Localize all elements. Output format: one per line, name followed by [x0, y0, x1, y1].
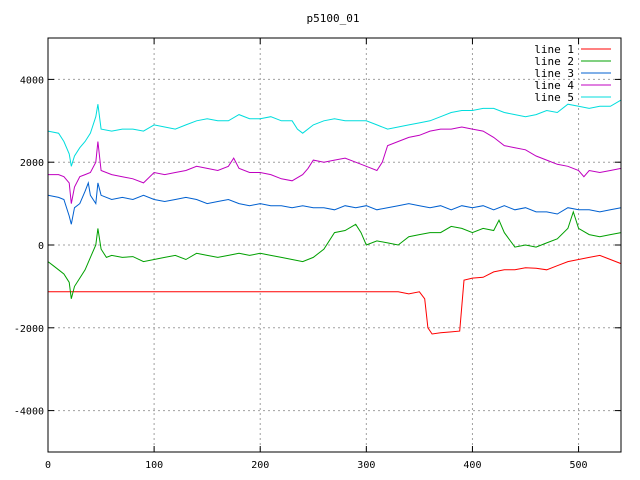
x-tick-label: 0 [45, 460, 51, 471]
axis-ticks: 0 100 200 300 400 500 -4000 -2000 0 2000 4000 [14, 38, 621, 471]
y-tick-label: 0 [38, 241, 44, 252]
series-line-2 [47, 210, 622, 299]
series-line-3 [47, 181, 622, 225]
grid-lines [48, 38, 621, 452]
x-tick-label: 300 [357, 460, 375, 471]
legend-label-2: line 2 [534, 55, 574, 68]
y-tick-label: -2000 [14, 324, 44, 335]
legend-label-5: line 5 [534, 91, 574, 104]
x-tick-label: 100 [145, 460, 163, 471]
y-tick-label: 4000 [20, 75, 44, 86]
series-line-1 [48, 254, 622, 335]
x-tick-label: 500 [570, 460, 588, 471]
y-tick-label: 2000 [20, 158, 44, 169]
legend-label-3: line 3 [534, 67, 574, 80]
plot-frame [47, 37, 622, 453]
x-tick-label: 200 [251, 460, 269, 471]
series-layer [47, 99, 622, 335]
y-tick-label: -4000 [14, 407, 44, 418]
legend-label-1: line 1 [534, 43, 574, 56]
legend-label-4: line 4 [534, 79, 574, 92]
series-line-5 [47, 99, 622, 167]
series-line-4 [48, 126, 622, 204]
x-tick-label: 400 [463, 460, 481, 471]
chart-title: p5100_01 [307, 12, 360, 25]
